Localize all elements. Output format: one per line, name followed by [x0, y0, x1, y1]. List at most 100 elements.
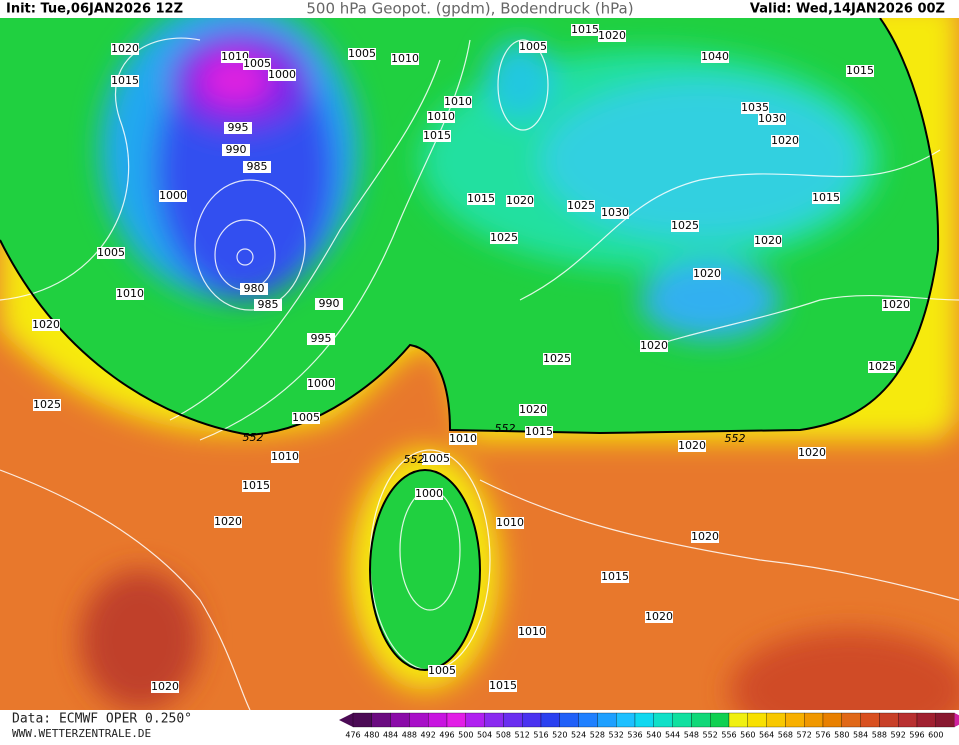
isobar-label-bg — [741, 102, 769, 114]
isobar-label-bg — [693, 268, 721, 280]
isobar-label: 1020 — [598, 29, 626, 42]
colorbar-swatch — [559, 712, 579, 728]
isobar-label-bg — [224, 122, 252, 134]
colorbar-label: 528 — [590, 731, 605, 740]
isobar-label-bg — [268, 69, 296, 81]
colorbar-label: 532 — [609, 731, 624, 740]
isobar-label: 1000 — [415, 487, 443, 500]
isobar-label-bg — [598, 30, 626, 42]
isobar-label: 985 — [258, 298, 279, 311]
isobar-label: 1040 — [701, 50, 729, 63]
contour-label: 552 — [725, 432, 746, 445]
isobar-label: 1025 — [671, 219, 699, 232]
isobar-label: 1020 — [111, 42, 139, 55]
isobar-label: 1020 — [506, 194, 534, 207]
isobar-label: 1010 — [271, 450, 299, 463]
isobar-label: 1020 — [32, 318, 60, 331]
isobar-label: 1025 — [490, 231, 518, 244]
isobar-label-bg — [242, 480, 270, 492]
colorbar-swatch — [822, 712, 842, 728]
isobar-label-bg — [506, 195, 534, 207]
isobar-label-bg — [678, 440, 706, 452]
isobar-label-bg — [518, 626, 546, 638]
colorbar-label: 580 — [834, 731, 849, 740]
isobar-label: 1005 — [519, 40, 547, 53]
colorbar-swatch — [616, 712, 636, 728]
isobar-label-bg — [240, 283, 268, 295]
isobar-label: 1020 — [214, 515, 242, 528]
colorbar-label: 584 — [853, 731, 868, 740]
isobar-label-bg — [415, 488, 443, 500]
isobar-label: 1010 — [518, 625, 546, 638]
colorbar-label: 516 — [533, 731, 548, 740]
isobar-label-bg — [307, 333, 335, 345]
isobar-label: 1025 — [33, 398, 61, 411]
isobar-label: 1010 — [391, 52, 419, 65]
colorbar-swatch — [747, 712, 767, 728]
isobar-label: 1020 — [693, 267, 721, 280]
colorbar-swatch — [710, 712, 730, 728]
colorbar-swatch — [634, 712, 654, 728]
isobar-label: 1015 — [111, 74, 139, 87]
isobar-label: 1020 — [519, 403, 547, 416]
colorbar-swatch — [672, 712, 692, 728]
isobar-label-bg — [97, 247, 125, 259]
isobar-label: 1020 — [882, 298, 910, 311]
isobar-label: 1010 — [221, 50, 249, 63]
isobar-label-bg — [812, 192, 840, 204]
isobar-label: 1025 — [543, 352, 571, 365]
colorbar-swatch — [522, 712, 542, 728]
isobar-label-bg — [33, 399, 61, 411]
isobar-label-bg — [519, 41, 547, 53]
isobar-label-bg — [571, 24, 599, 36]
colorbar-label: 500 — [458, 731, 473, 740]
isobar-label-bg — [391, 53, 419, 65]
isobar-label: 1015 — [571, 23, 599, 36]
colorbar-label: 540 — [646, 731, 661, 740]
isobar-label-bg — [111, 43, 139, 55]
valid-label: Valid: Wed,14JAN2026 00Z — [750, 2, 945, 17]
isobar-label: 1015 — [467, 192, 495, 205]
colorbar-swatch — [371, 712, 391, 728]
contour-label: 552 — [404, 453, 425, 466]
colorbar-swatch — [409, 712, 429, 728]
isobar-label: 1025 — [567, 199, 595, 212]
isobar-label: 1035 — [741, 101, 769, 114]
colorbar-swatch — [597, 712, 617, 728]
isobar-label: 1005 — [422, 452, 450, 465]
init-label: Init: Tue,06JAN2026 12Z — [6, 2, 183, 17]
colorbar-label: 600 — [928, 731, 943, 740]
colorbar-swatch — [766, 712, 786, 728]
isobar-label-bg — [111, 75, 139, 87]
isobar-label: 1015 — [489, 679, 517, 692]
isobar-label-bg — [771, 135, 799, 147]
colorbar-swatch — [841, 712, 861, 728]
colorbar-label: 488 — [402, 731, 417, 740]
isobars — [0, 37, 959, 710]
map-title: 500 hPa Geopot. (gpdm), Bodendruck (hPa) — [306, 0, 633, 18]
isobar-label-bg — [422, 453, 450, 465]
isobar-label: 1015 — [812, 191, 840, 204]
isobar-label-bg — [467, 193, 495, 205]
isobar-label-bg — [243, 161, 271, 173]
colorbar-swatch — [879, 712, 899, 728]
isobar-label-bg — [490, 232, 518, 244]
isobar-label: 1020 — [798, 446, 826, 459]
colorbar-swatch — [860, 712, 880, 728]
isobar-label: 1010 — [116, 287, 144, 300]
isobar-label: 1000 — [268, 68, 296, 81]
isobar-label: 1015 — [242, 479, 270, 492]
colorbar-label: 576 — [815, 731, 830, 740]
isobar-label: 1030 — [601, 206, 629, 219]
isobar-label: 1015 — [525, 425, 553, 438]
isobar-label-bg — [449, 433, 477, 445]
isobar-label: 995 — [228, 121, 249, 134]
isobar-label: 1015 — [846, 64, 874, 77]
isobar-label: 1020 — [678, 439, 706, 452]
colorbar-label: 552 — [703, 731, 718, 740]
isobar-label-bg — [32, 319, 60, 331]
isobar-label: 1005 — [348, 47, 376, 60]
colorbar-label: 588 — [872, 731, 887, 740]
isobar-label: 1005 — [428, 664, 456, 677]
